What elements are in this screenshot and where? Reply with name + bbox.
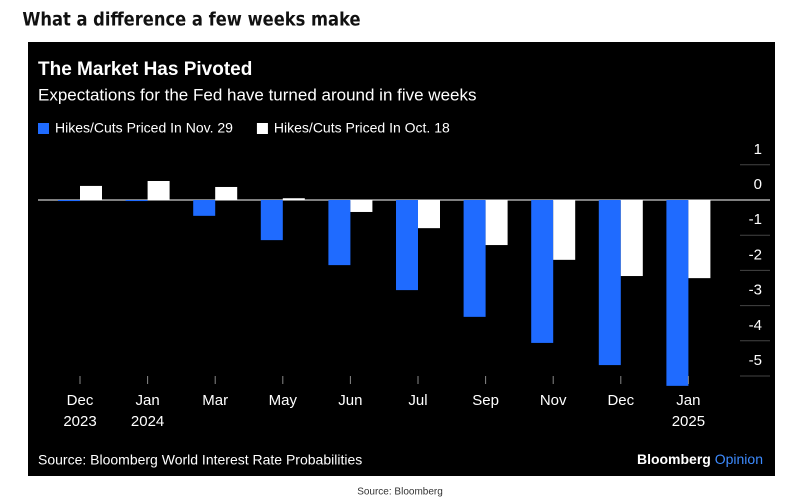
- bar: [553, 200, 576, 260]
- x-tick-line: Jun: [338, 392, 362, 409]
- bar: [620, 200, 643, 277]
- x-tick-line: Nov: [540, 392, 567, 409]
- bar: [688, 200, 711, 279]
- x-tick-line: 2024: [131, 413, 164, 430]
- bar: [463, 200, 486, 317]
- bar: [328, 200, 351, 266]
- x-tick-line: Sep: [472, 392, 499, 409]
- x-tick-line: May: [269, 392, 298, 409]
- x-tick-line: Dec: [607, 392, 634, 409]
- legend-swatch: [38, 123, 49, 134]
- bar: [531, 200, 554, 343]
- bar: [125, 200, 148, 202]
- chart-title: The Market Has Pivoted: [38, 59, 252, 80]
- legend-label: Hikes/Cuts Priced In Nov. 29: [55, 120, 233, 136]
- x-tick-line: 2025: [672, 413, 705, 430]
- x-tick-label: Nov: [540, 392, 567, 409]
- y-tick-label: -2: [749, 246, 762, 263]
- x-tick-line: Jan: [676, 392, 700, 409]
- x-tick-line: Jan: [136, 392, 160, 409]
- y-tick-label: -1: [749, 211, 762, 228]
- headline: What a difference a few weeks make: [22, 9, 360, 30]
- y-tick-label: -5: [749, 352, 762, 369]
- legend-swatch: [256, 123, 268, 134]
- brand: Bloomberg Opinion: [637, 451, 763, 467]
- x-tick-label: May: [269, 392, 298, 409]
- bar: [598, 200, 621, 366]
- bar: [350, 200, 373, 212]
- bar: [147, 180, 170, 200]
- x-tick-line: Jul: [408, 392, 427, 409]
- bar: [282, 198, 305, 200]
- y-tick-label: -3: [749, 282, 762, 299]
- chart-subtitle: Expectations for the Fed have turned aro…: [38, 85, 476, 104]
- x-tick-label: Jan 2025: [672, 392, 705, 430]
- x-tick-label: Jul: [408, 392, 427, 409]
- bar: [485, 200, 508, 246]
- x-tick-line: 2023: [63, 413, 96, 430]
- x-tick-line: Mar: [202, 392, 228, 409]
- bar: [396, 200, 418, 291]
- y-tick-label: 1: [754, 141, 762, 158]
- x-tick-label: Sep: [472, 392, 499, 409]
- bar: [418, 200, 440, 229]
- y-tick-label: -4: [749, 317, 762, 334]
- brand-sub: Opinion: [715, 451, 763, 467]
- x-tick-label: Mar: [202, 392, 228, 409]
- y-tick-label: 0: [754, 176, 762, 193]
- bar: [666, 200, 689, 386]
- x-tick-label: Jun: [338, 392, 362, 409]
- legend-label: Hikes/Cuts Priced In Oct. 18: [274, 120, 450, 136]
- bar: [193, 200, 216, 216]
- source: Source: Bloomberg World Interest Rate Pr…: [38, 452, 362, 468]
- credit: Source: Bloomberg: [357, 487, 443, 498]
- x-tick-label: Jan 2024: [131, 392, 164, 430]
- brand-name: Bloomberg: [637, 451, 711, 467]
- x-tick-label: Dec 2023: [63, 392, 96, 430]
- x-tick-line: Dec: [67, 392, 94, 409]
- bar: [58, 200, 80, 202]
- x-tick-label: Dec: [607, 392, 634, 409]
- bar: [215, 186, 238, 200]
- bar: [80, 185, 102, 200]
- bar: [260, 200, 283, 241]
